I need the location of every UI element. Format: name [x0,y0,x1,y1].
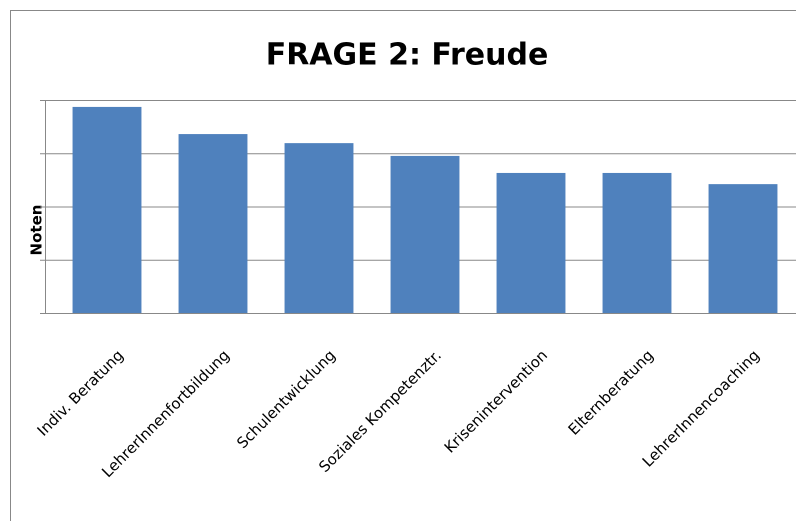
bar [708,184,778,313]
bar [496,172,566,313]
bar [602,172,672,313]
bar [72,106,142,313]
bar [178,134,248,313]
bar [284,143,354,313]
chart-title: FRAGE 2: Freude [266,38,549,73]
bar [390,155,460,313]
y-axis-label: Noten [28,205,46,256]
